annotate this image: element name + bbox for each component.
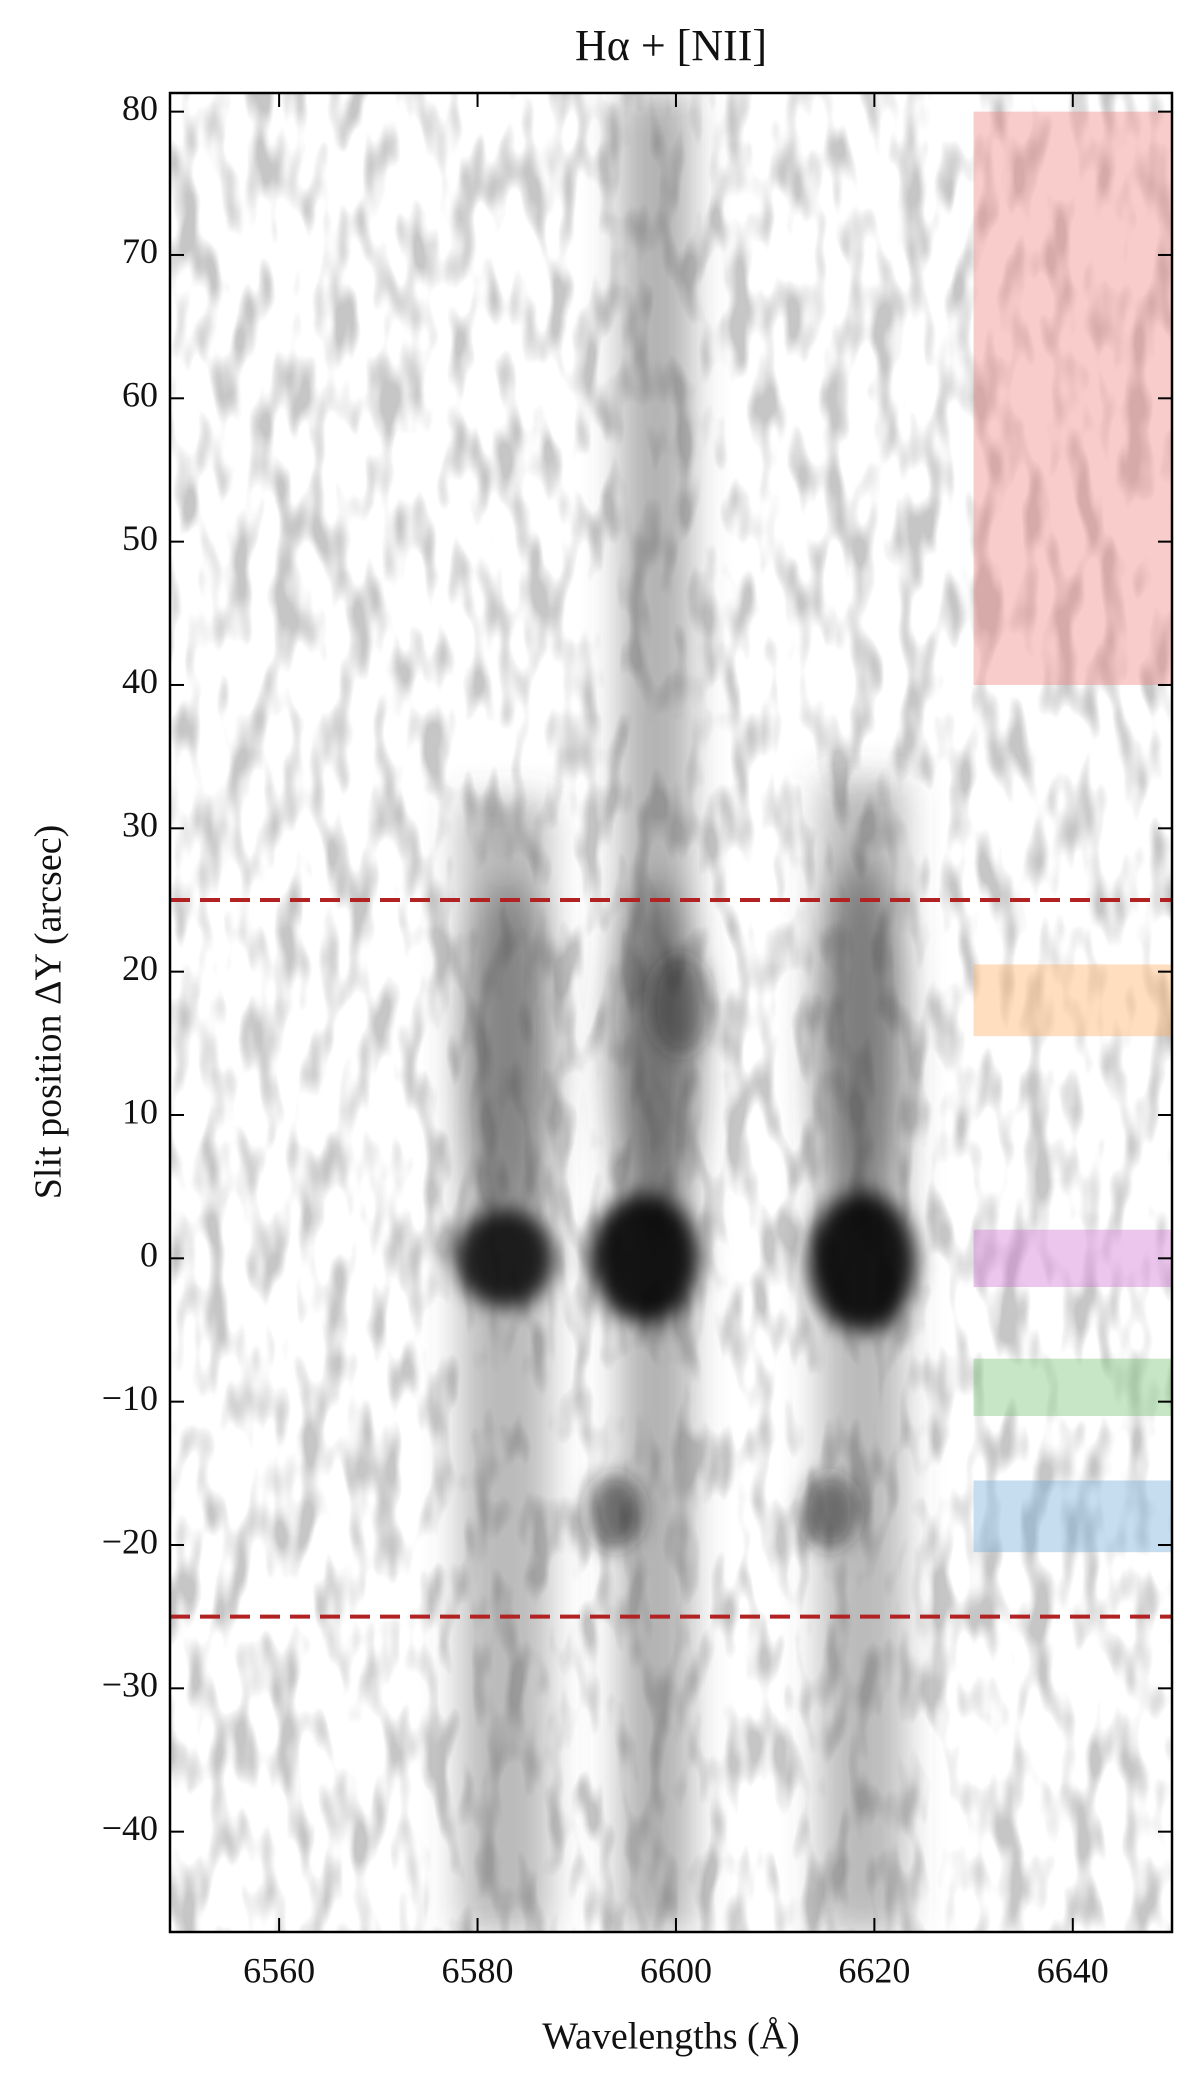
knot [802,1474,858,1550]
x-tick-label: 6600 [640,1950,712,1990]
shaded-region [973,1358,1172,1416]
x-axis-label: Wavelengths (Å) [542,2016,800,2058]
shaded-region [973,1229,1172,1287]
y-tick-label: 40 [122,661,158,701]
nii-upper-right [815,860,905,1220]
core [807,1192,917,1332]
y-tick-label: 80 [122,88,158,128]
y-tick-label: −10 [102,1378,158,1418]
y-tick-label: 70 [122,231,158,271]
chart-title: Hα + [NII] [575,21,767,70]
y-tick-label: −20 [102,1521,158,1561]
x-tick-label: 6620 [838,1950,910,1990]
y-tick-label: 0 [140,1235,158,1275]
y-tick-label: 30 [122,805,158,845]
nii-upper [465,880,555,1220]
spectrum-image [170,93,1172,1932]
y-tick-label: 10 [122,1091,158,1131]
knot [650,955,710,1055]
y-tick-label: 60 [122,375,158,415]
y-tick-label: −40 [102,1808,158,1848]
x-tick-label: 6640 [1037,1950,1109,1990]
emission-cores [455,955,917,1550]
x-tick-label: 6560 [243,1950,315,1990]
knot [587,1474,643,1550]
core [455,1208,555,1308]
shaded-region [973,1480,1172,1553]
x-tick-label: 6580 [442,1950,514,1990]
y-tick-label: 20 [122,948,158,988]
y-tick-label: −30 [102,1665,158,1705]
core [590,1193,700,1323]
shaded-region [973,111,1172,685]
shaded-region [973,964,1172,1037]
y-axis-label: Slit position ΔY (arcsec) [28,825,70,1199]
plot-frame [168,91,1174,1934]
y-tick-label: 50 [122,518,158,558]
overlay [170,111,1172,1619]
